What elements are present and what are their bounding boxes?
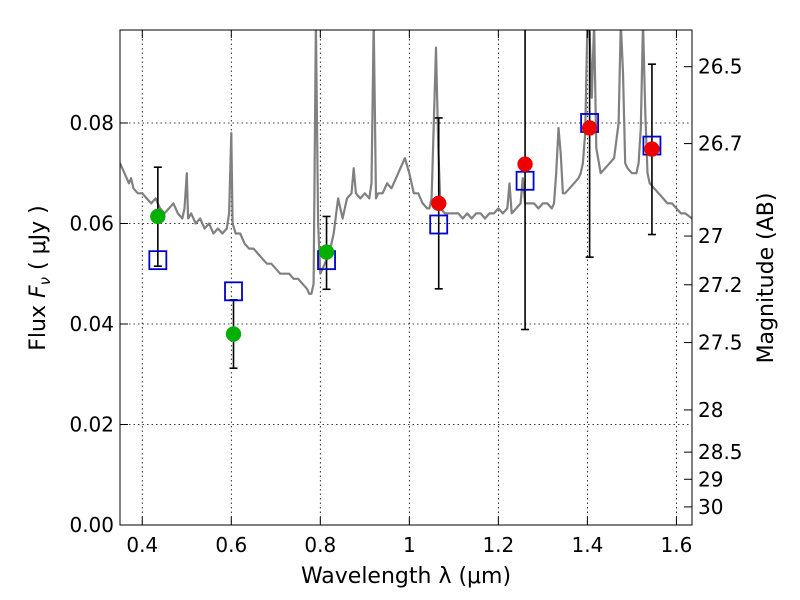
y-tick-label: 0.08 — [69, 111, 114, 135]
x-tick-label: 1.4 — [571, 533, 603, 557]
spectrum-line — [120, 30, 692, 295]
y-tick-label: 0.06 — [69, 211, 114, 235]
y-tick-label: 0.04 — [69, 312, 114, 336]
right-tick-label: 27.5 — [698, 331, 743, 355]
x-tick-label: 0.4 — [126, 533, 158, 557]
model-flux-square — [429, 214, 449, 235]
photometry-markers — [148, 113, 662, 342]
x-axis-label: Wavelength λ (μm) — [301, 564, 511, 589]
right-tick-label: 30 — [698, 495, 723, 519]
y-axis-ticks: 0.00 0.02 0.04 0.06 0.08 — [69, 111, 128, 537]
x-tick-label: 1 — [403, 533, 416, 557]
model-flux-square — [148, 250, 168, 271]
x-tick-label: 0.8 — [304, 533, 336, 557]
observed-flux-point — [150, 208, 166, 225]
observed-flux-point — [644, 141, 660, 157]
observed-flux-point — [517, 156, 533, 172]
x-axis-ticks: 0.4 0.6 0.8 1 1.2 1.4 1.6 — [126, 30, 692, 557]
y-tick-label: 0.00 — [69, 513, 114, 537]
right-tick-label: 26.7 — [698, 132, 743, 156]
x-tick-label: 1.6 — [661, 533, 693, 557]
right-tick-label: 28 — [698, 398, 723, 422]
y-tick-label: 0.02 — [69, 412, 114, 436]
x-tick-label: 1.2 — [482, 533, 514, 557]
observed-flux-point — [581, 120, 598, 136]
right-tick-label: 28.5 — [698, 440, 743, 464]
observed-flux-point — [430, 195, 447, 212]
observed-flux-point — [225, 326, 242, 342]
right-tick-label: 29 — [698, 467, 723, 491]
plot-frame — [119, 29, 693, 526]
y-axis-label: Flux Fν ( μJy ) — [26, 205, 54, 350]
right-tick-label: 26.5 — [698, 55, 743, 79]
right-axis-ticks: 26.5 26.7 27 27.2 27.5 28 28.5 29 30 — [684, 55, 743, 519]
observed-flux-point — [318, 244, 335, 260]
right-tick-label: 27 — [698, 224, 723, 248]
model-spectrum — [120, 30, 692, 295]
x-tick-label: 0.6 — [215, 533, 247, 557]
right-axis-label: Magnitude (AB) — [754, 193, 779, 364]
model-flux-square — [224, 281, 243, 302]
right-tick-label: 27.2 — [698, 273, 743, 297]
grid-lines — [120, 30, 692, 525]
